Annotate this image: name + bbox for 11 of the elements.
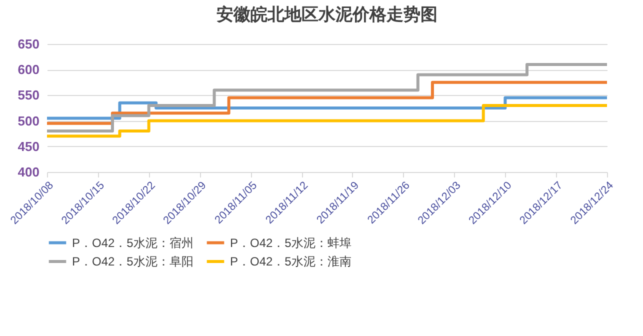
y-tick-label: 550	[18, 88, 40, 103]
y-tick-label: 650	[18, 36, 40, 52]
legend-label: P．O42．5水泥：淮南	[230, 254, 352, 268]
y-tick-label: 600	[18, 62, 40, 78]
legend-label: P．O42．5水泥：蚌埠	[230, 236, 352, 250]
legend-label: P．O42．5水泥：阜阳	[72, 254, 194, 268]
y-tick-label: 450	[18, 138, 40, 154]
chart-title: 安徽皖北地区水泥价格走势图	[216, 5, 438, 25]
y-tick-label: 500	[18, 113, 40, 128]
legend-label: P．O42．5水泥：宿州	[72, 236, 194, 250]
y-tick-label: 400	[18, 164, 40, 180]
